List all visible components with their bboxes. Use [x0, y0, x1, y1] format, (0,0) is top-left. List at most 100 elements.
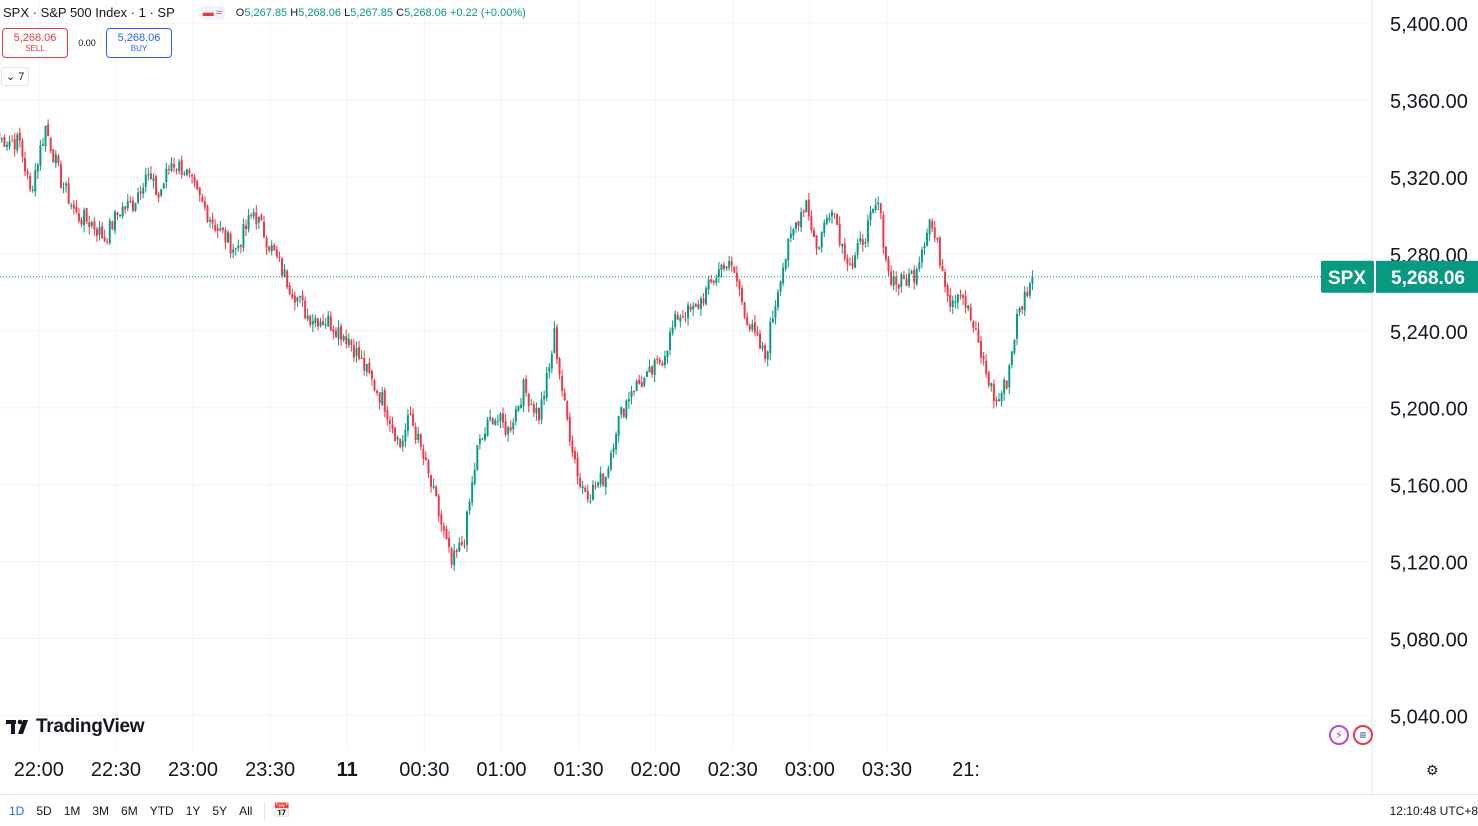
candle — [900, 272, 902, 293]
range-button-5y[interactable]: 5Y — [206, 804, 233, 818]
candle — [610, 450, 612, 472]
candle — [939, 236, 941, 269]
candle — [356, 341, 358, 362]
candle-body — [191, 175, 193, 176]
candle-body — [476, 445, 478, 470]
range-button-6m[interactable]: 6M — [115, 804, 144, 818]
candle-body — [1021, 306, 1023, 309]
candle-body — [34, 171, 36, 192]
timezone-clock[interactable]: 12:10:48 UTC+8 — [1390, 804, 1478, 818]
candle-body — [448, 538, 450, 547]
candle-body — [810, 216, 812, 230]
logo-text: TradingView — [36, 716, 144, 738]
market-status-pill[interactable]: ▬ ≈ — [199, 6, 226, 20]
candle — [628, 392, 630, 409]
candle-body — [1031, 277, 1033, 284]
candle-body — [366, 364, 368, 372]
candle — [361, 350, 363, 359]
range-button-all[interactable]: All — [233, 804, 258, 818]
symbol-title[interactable]: SPX · S&P 500 Index · 1 · SP — [3, 5, 175, 20]
candle-body — [646, 371, 648, 377]
candle — [507, 426, 509, 442]
candle — [456, 548, 458, 558]
candle — [214, 219, 216, 232]
candle-body — [353, 345, 355, 358]
indicators-toggle-button[interactable]: ⌄ 7 — [1, 67, 29, 86]
candle-body — [728, 261, 730, 268]
candle-body — [24, 158, 26, 172]
candle-body — [687, 305, 689, 319]
candle — [646, 371, 648, 377]
candle-body — [700, 298, 702, 309]
candle — [553, 321, 555, 353]
candle — [661, 361, 663, 366]
candle-body — [410, 414, 412, 415]
range-button-1d[interactable]: 1D — [3, 804, 30, 818]
candle-body — [451, 549, 453, 565]
candle-body — [967, 305, 969, 308]
candle-body — [556, 327, 558, 359]
candle — [934, 221, 936, 243]
candle — [178, 159, 180, 174]
candle-body — [867, 220, 869, 242]
range-button-1m[interactable]: 1M — [58, 804, 87, 818]
y-tick-label: 5,400.00 — [1390, 14, 1468, 36]
candle — [684, 312, 686, 323]
y-tick-label: 5,160.00 — [1390, 476, 1468, 498]
candle — [276, 246, 278, 259]
range-button-ytd[interactable]: YTD — [144, 804, 180, 818]
candle-body — [294, 296, 296, 303]
candle-body — [803, 211, 805, 213]
candle-body — [230, 234, 232, 254]
candle-body — [713, 281, 715, 283]
candle — [176, 168, 178, 174]
range-button-3m[interactable]: 3M — [86, 804, 115, 818]
candle-body — [772, 318, 774, 322]
candle-body — [497, 421, 499, 422]
candle-body — [170, 163, 172, 171]
candle — [83, 207, 85, 232]
candle — [158, 192, 160, 203]
candle — [438, 494, 440, 522]
candle-body — [682, 316, 684, 317]
candle — [78, 208, 80, 223]
candle-body — [841, 244, 843, 247]
candle — [338, 320, 340, 345]
us-flag-icon[interactable]: ≡ — [1353, 725, 1373, 745]
settings-gear-icon[interactable]: ⚙ — [1426, 762, 1439, 779]
candle — [451, 547, 453, 569]
candle — [273, 243, 275, 251]
candle-body — [849, 264, 851, 265]
candle — [643, 377, 645, 388]
y-tick-label: 5,080.00 — [1390, 629, 1468, 651]
candle-body — [813, 230, 815, 237]
candle — [137, 187, 139, 204]
candle-body — [931, 221, 933, 228]
candle-body — [677, 315, 679, 320]
calendar-goto-icon[interactable]: 📅 — [273, 802, 290, 819]
candle — [530, 399, 532, 405]
candle-body — [281, 259, 283, 276]
lightning-icon[interactable]: ⚡ — [1329, 725, 1349, 745]
candle-body — [587, 491, 589, 499]
candle — [523, 378, 525, 412]
candle — [173, 158, 175, 173]
tradingview-logo[interactable]: TradingView — [6, 716, 144, 738]
range-button-1y[interactable]: 1Y — [180, 804, 207, 818]
candle — [574, 447, 576, 464]
candle-body — [21, 141, 23, 157]
candle — [232, 244, 234, 259]
candle — [271, 240, 273, 255]
candle — [767, 350, 769, 366]
candle-body — [348, 339, 350, 345]
candle — [774, 300, 776, 324]
candle-body — [970, 307, 972, 320]
x-tick-label: 01:30 — [554, 759, 604, 781]
range-button-5d[interactable]: 5D — [30, 804, 57, 818]
candlestick-chart[interactable]: 5,400.005,360.005,320.005,280.005,240.00… — [0, 0, 1478, 794]
candle — [651, 365, 653, 378]
buy-button[interactable]: 5,268.06 BUY — [106, 28, 172, 58]
sell-button[interactable]: 5,268.06 SELL — [2, 28, 68, 58]
candle-body — [715, 278, 717, 283]
candle — [245, 220, 247, 236]
